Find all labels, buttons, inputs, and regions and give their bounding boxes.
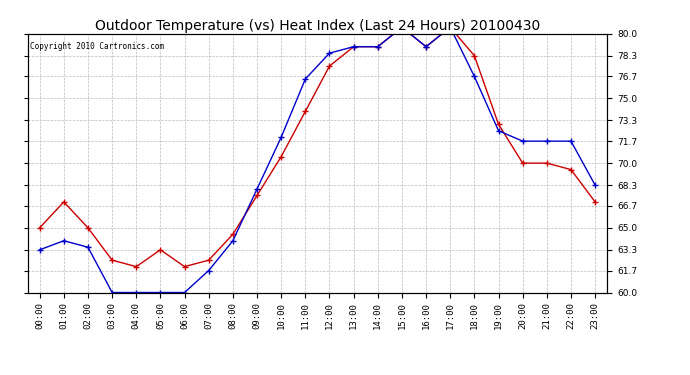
Text: Copyright 2010 Cartronics.com: Copyright 2010 Cartronics.com [30,42,165,51]
Title: Outdoor Temperature (vs) Heat Index (Last 24 Hours) 20100430: Outdoor Temperature (vs) Heat Index (Las… [95,19,540,33]
